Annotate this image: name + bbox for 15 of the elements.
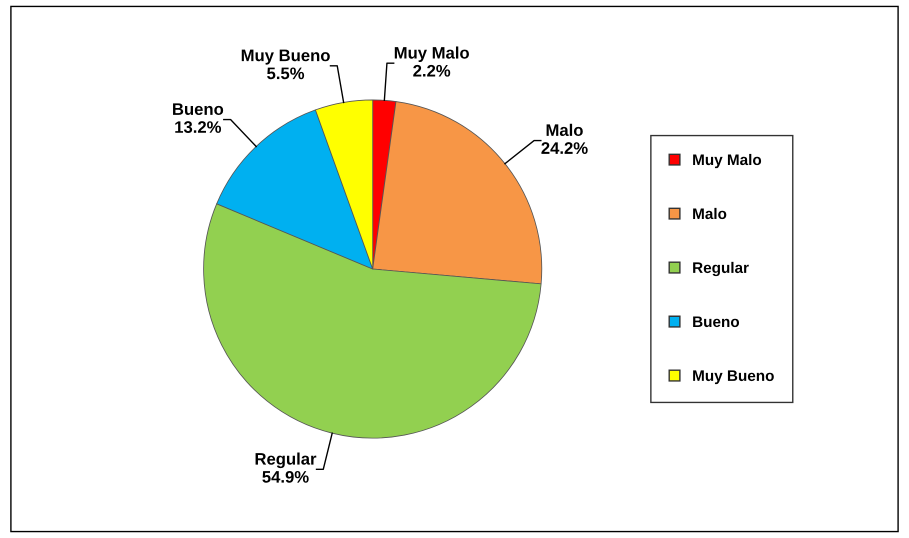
data-label: 13.2%: [175, 121, 222, 133]
slice-label: Bueno: [173, 103, 224, 116]
legend-label: Muy Malo: [693, 154, 762, 168]
data-label: 54.9%: [262, 470, 309, 483]
data-label: 24.2%: [541, 142, 588, 154]
legend-label: Bueno: [693, 316, 740, 328]
legend-label: Muy Bueno: [693, 370, 774, 384]
legend-label: Regular: [693, 262, 749, 276]
slice-label: Muy Malo: [394, 46, 469, 62]
legend-label: Malo: [693, 208, 726, 220]
slice-label: Regular: [256, 452, 316, 468]
data-label: 2.2%: [413, 64, 450, 77]
data-label: 5.5%: [267, 67, 304, 80]
slice-label: Malo: [546, 124, 583, 136]
slice-label: Muy Bueno: [242, 50, 330, 65]
